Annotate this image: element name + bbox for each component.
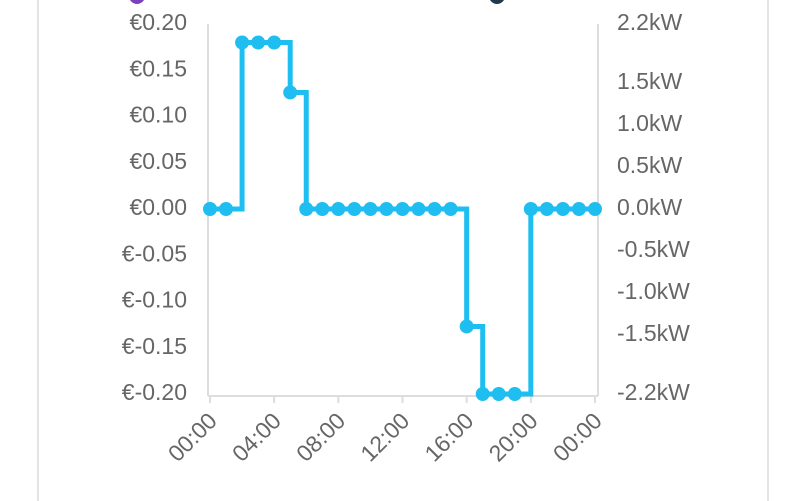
data-point: [539, 202, 554, 216]
data-point: [555, 202, 570, 216]
y2-tick-label: 1.5kW: [617, 68, 682, 94]
y2-tick-label: 0.5kW: [617, 152, 682, 178]
data-point: [507, 387, 522, 401]
data-point: [251, 35, 266, 50]
y-tick-label: €0.00: [129, 194, 187, 220]
y2-tick-label: -0.5kW: [617, 236, 690, 262]
data-point: [235, 35, 250, 50]
y2-tick-label: 2.2kW: [617, 9, 682, 35]
data-point: [588, 202, 602, 216]
y-tick-label: €-0.15: [122, 333, 187, 359]
data-point: [395, 202, 410, 216]
data-point: [347, 202, 362, 216]
data-point: [315, 202, 330, 216]
data-point: [411, 202, 426, 216]
data-point: [363, 202, 378, 216]
data-point: [475, 387, 490, 401]
y-tick-label: €-0.05: [122, 240, 187, 266]
y2-tick-label: 1.0kW: [617, 110, 682, 136]
y-tick-label: €0.20: [129, 9, 187, 35]
data-point: [283, 85, 298, 100]
data-point: [299, 202, 314, 216]
data-point: [203, 202, 217, 216]
data-point: [523, 202, 538, 216]
y2-tick-label: -1.5kW: [617, 320, 690, 346]
data-point: [491, 387, 506, 401]
y-tick-label: €-0.20: [122, 379, 187, 405]
y2-tick-label: -2.2kW: [617, 379, 690, 405]
data-point: [459, 319, 474, 334]
legend-icon: [130, 0, 144, 4]
data-point: [571, 202, 586, 216]
data-point: [331, 202, 346, 216]
data-point: [427, 202, 442, 216]
y2-tick-label: -1.0kW: [617, 278, 690, 304]
y-tick-label: €-0.10: [122, 287, 187, 313]
data-point: [379, 202, 394, 216]
y-tick-label: €0.10: [129, 102, 187, 128]
legend-icon: [490, 0, 504, 4]
y2-tick-label: 0.0kW: [617, 194, 682, 220]
data-point: [267, 35, 282, 50]
data-point: [219, 202, 234, 216]
y-tick-label: €0.15: [129, 55, 187, 81]
data-point: [443, 202, 458, 216]
y-tick-label: €0.05: [129, 148, 187, 174]
